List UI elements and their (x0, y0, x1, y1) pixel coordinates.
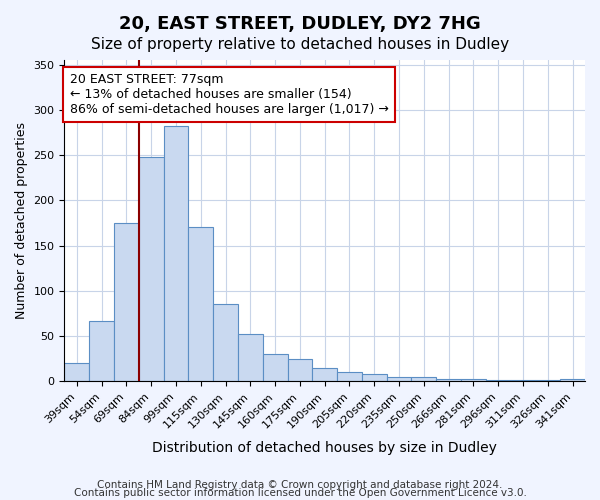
Text: Size of property relative to detached houses in Dudley: Size of property relative to detached ho… (91, 38, 509, 52)
Bar (263, 354, 287, 382)
Text: 20 EAST STREET: 77sqm
← 13% of detached houses are smaller (154)
86% of semi-det: 20 EAST STREET: 77sqm ← 13% of detached … (70, 73, 388, 116)
Bar (287, 358, 313, 382)
Bar (313, 368, 337, 382)
Bar (337, 372, 362, 382)
Bar (188, 228, 213, 382)
Text: 20, EAST STREET, DUDLEY, DY2 7HG: 20, EAST STREET, DUDLEY, DY2 7HG (119, 15, 481, 33)
Bar (139, 157, 164, 382)
Bar (89, 320, 114, 382)
Bar (560, 378, 585, 382)
Bar (164, 126, 188, 382)
Bar (213, 304, 238, 382)
Y-axis label: Number of detached properties: Number of detached properties (15, 122, 28, 319)
Bar (412, 377, 436, 382)
Bar (511, 380, 535, 382)
Bar (64, 363, 89, 382)
Bar (436, 378, 461, 382)
Bar (386, 377, 412, 382)
Bar (114, 223, 139, 382)
Text: Contains public sector information licensed under the Open Government Licence v3: Contains public sector information licen… (74, 488, 526, 498)
Bar (486, 380, 511, 382)
X-axis label: Distribution of detached houses by size in Dudley: Distribution of detached houses by size … (152, 441, 497, 455)
Bar (238, 334, 263, 382)
Text: Contains HM Land Registry data © Crown copyright and database right 2024.: Contains HM Land Registry data © Crown c… (97, 480, 503, 490)
Bar (362, 374, 386, 382)
Bar (535, 380, 560, 382)
Bar (461, 378, 486, 382)
